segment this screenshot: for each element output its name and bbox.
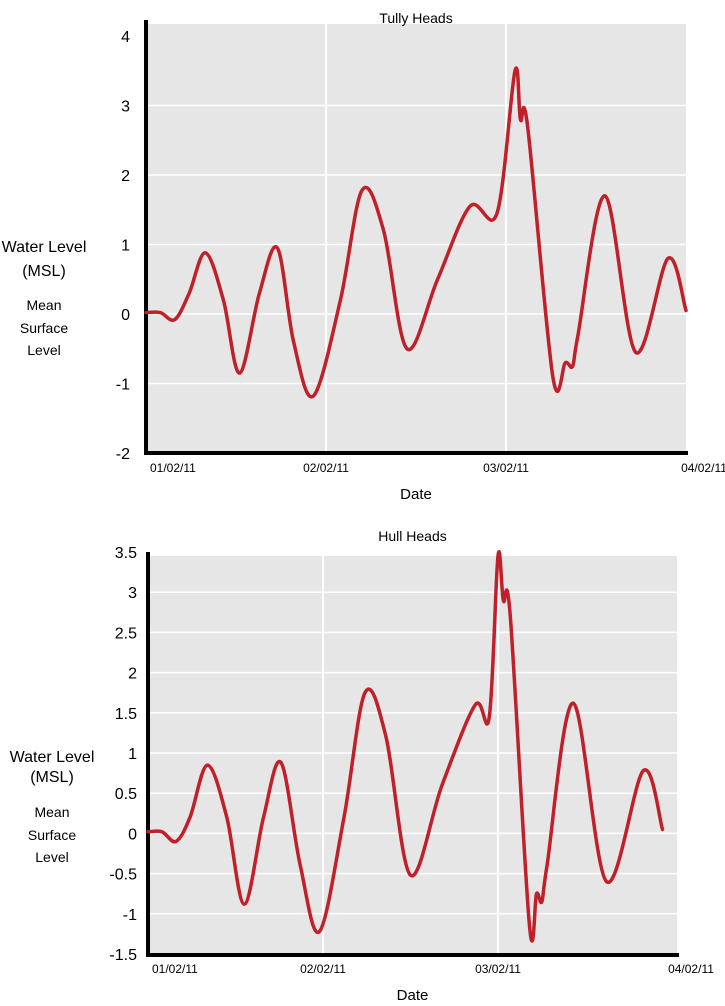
series-line [146, 550, 665, 943]
y-axis-label-line: Water Level [10, 749, 95, 766]
y-axis-label-line: Water Level [2, 239, 87, 256]
y-tick-label: -1 [123, 907, 137, 924]
plot-area [148, 556, 677, 955]
y-tick-label: 1.5 [115, 706, 137, 723]
chart-title: Hull Heads [378, 528, 446, 544]
y-tick-label: -0.5 [109, 867, 137, 884]
y-tick-label: 3.5 [115, 545, 137, 562]
x-axis-label: Date [400, 486, 432, 503]
x-tick-label: 01/02/11 [152, 962, 198, 976]
x-tick-label: 02/02/11 [303, 461, 349, 475]
x-tick-label: 03/02/11 [483, 461, 529, 475]
x-tick-label: 03/02/11 [475, 962, 521, 976]
y-axis-label-line: (MSL) [22, 263, 66, 280]
y-axis-label-line: (MSL) [30, 769, 74, 786]
y-axis-note-line: Level [35, 849, 68, 865]
series-line [144, 66, 688, 399]
y-axis-note-line: Mean [26, 297, 61, 313]
y-tick-label: 3 [121, 99, 130, 116]
chart-2: 3.5 3 2.5 2 1.5 1 0.5 0 -0.5 -1 -1.5 01/02/11 02/02/… [10, 528, 715, 1004]
y-tick-label: 0 [121, 307, 130, 324]
chart-1: 4 3 2 1 0 -1 -2 01/02/11 02/02/11 03/02/11 04/02/1… [2, 10, 725, 503]
x-tick-label: 02/02/11 [300, 962, 346, 976]
x-tick-label: 04/02/11 [668, 962, 714, 976]
y-tick-label: 2 [121, 168, 130, 185]
y-tick-label: -1 [116, 377, 130, 394]
y-tick-label: 1 [121, 238, 130, 255]
y-tick-label: 2.5 [115, 625, 137, 642]
y-axis-note-line: Surface [28, 827, 76, 843]
plot-area [146, 24, 686, 453]
x-axis-label: Date [397, 987, 429, 1004]
y-tick-label: 2 [128, 666, 137, 683]
y-tick-label: -2 [116, 446, 130, 463]
y-tick-label: -1.5 [109, 947, 137, 964]
y-axis-note-line: Level [27, 342, 60, 358]
x-tick-label: 04/02/11 [681, 461, 725, 475]
y-axis-note-line: Surface [20, 320, 68, 336]
y-tick-label: 4 [121, 29, 130, 46]
y-tick-label: 1 [128, 746, 137, 763]
y-tick-label: 0 [128, 826, 137, 843]
chart-title: Tully Heads [379, 10, 452, 26]
y-axis-note-line: Mean [34, 804, 69, 820]
x-tick-label: 01/02/11 [150, 461, 196, 475]
y-tick-label: 0.5 [115, 786, 137, 803]
y-tick-label: 3 [128, 585, 137, 602]
